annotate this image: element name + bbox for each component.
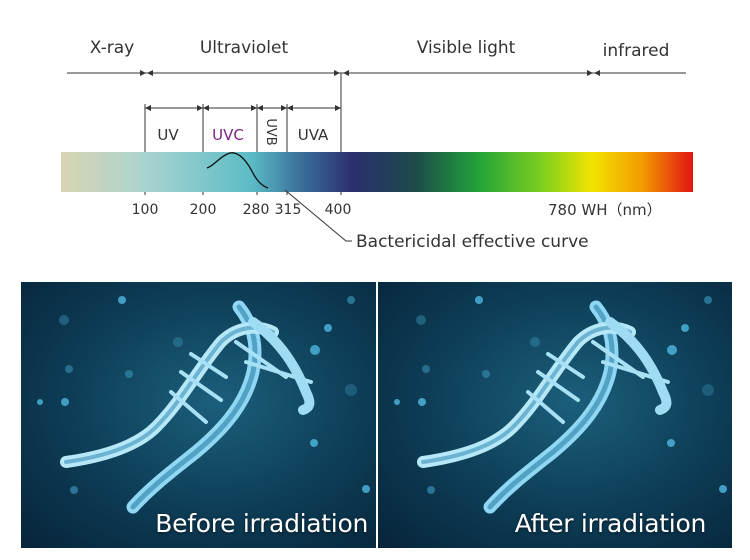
tick-label: 100 <box>132 202 159 218</box>
band-label-uva: UVA <box>298 126 329 144</box>
region-label-xray: X-ray <box>90 38 134 58</box>
dna-strand <box>60 300 315 514</box>
particle-dots <box>37 296 370 494</box>
tick-label: 315 <box>275 202 302 218</box>
dna-image-after: After irradiation <box>378 282 732 548</box>
bactericidal-curve <box>206 152 269 189</box>
band-label-uv: UV <box>157 126 179 144</box>
tick-label: 280 <box>243 202 270 218</box>
dna-strand <box>417 300 672 514</box>
curve-leader-line <box>284 189 352 242</box>
region-label-infrared: infrared <box>603 41 670 61</box>
particle-dots <box>394 296 727 494</box>
dna-helix-illustration <box>37 296 370 514</box>
uv-spectrum-diagram: X-ray Ultraviolet Visible light infrared… <box>61 38 693 252</box>
region-label-ultraviolet: Ultraviolet <box>200 38 289 58</box>
wavelength-ticks: 100 200 280 315 400 <box>132 202 352 218</box>
band-label-uvc: UVC <box>212 126 244 144</box>
panel-caption-before: Before irradiation <box>155 509 368 538</box>
curve-label: Bactericidal effective curve <box>356 232 589 252</box>
region-label-visible: Visible light <box>417 38 516 58</box>
dna-helix-illustration <box>394 296 727 514</box>
band-label-uvb: UVB <box>263 118 278 145</box>
spectrum-gradient-bar <box>61 152 693 192</box>
spectrum-end-label: 780 WH（nm） <box>548 201 662 219</box>
tick-label: 200 <box>190 202 217 218</box>
uv-band-dividers <box>144 73 342 195</box>
tick-label: 400 <box>325 202 352 218</box>
uv-band-arrows <box>145 105 341 111</box>
region-range-line <box>67 70 686 76</box>
panel-caption-after: After irradiation <box>514 509 707 538</box>
dna-image-before: Before irradiation <box>21 282 376 548</box>
